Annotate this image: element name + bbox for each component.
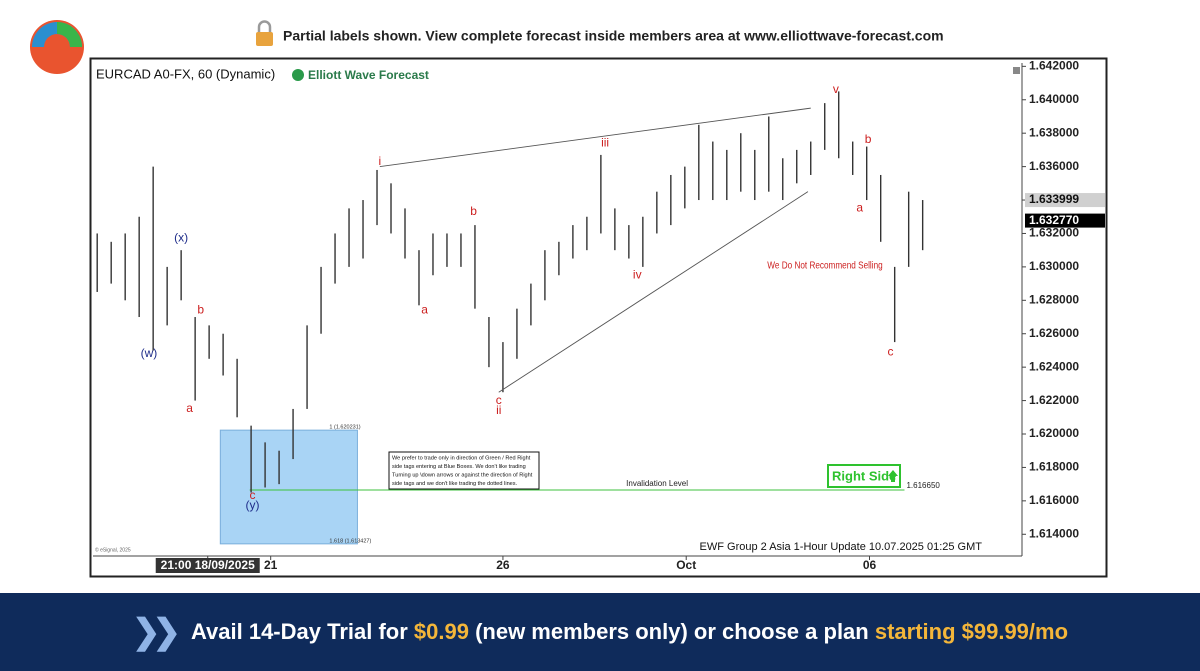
promo-banner: ❯❯ Avail 14-Day Trial for $0.99 (new mem… <box>0 593 1200 671</box>
box-label: 1.618 (1.613427) <box>329 538 371 544</box>
price-tag-label: 1.633999 <box>1029 192 1079 206</box>
y-tick-label: 1.614000 <box>1029 526 1079 540</box>
corner-icon <box>1013 67 1020 74</box>
wave-label: ii <box>496 403 501 417</box>
promo-text: (new members only) or choose a plan <box>468 619 875 644</box>
warning: We Do Not Recommend Selling <box>767 260 882 271</box>
y-tick-label: 1.622000 <box>1029 393 1079 407</box>
copyright: © eSignal, 2025 <box>95 546 131 553</box>
wave-label: a <box>186 401 193 415</box>
y-tick-label: 1.638000 <box>1029 125 1079 139</box>
y-tick-label: 1.642000 <box>1029 59 1079 73</box>
y-tick-label: 1.636000 <box>1029 159 1079 173</box>
wave-label: a <box>856 201 863 215</box>
x-tick-label: 26 <box>496 558 510 572</box>
footer-note: EWF Group 2 Asia 1-Hour Update 10.07.202… <box>700 541 983 553</box>
note-line: Turning up \down arrows or against the d… <box>392 472 533 478</box>
wave-label: (w) <box>141 346 158 360</box>
y-tick-label: 1.632000 <box>1029 226 1079 240</box>
promo-price: $0.99 <box>413 619 469 644</box>
note-line: side tags entering at Blue Boxes. We don… <box>392 464 526 470</box>
y-tick-label: 1.628000 <box>1029 292 1079 306</box>
y-tick-label: 1.626000 <box>1029 326 1079 340</box>
chart-title: EURCAD A0-FX, 60 (Dynamic) <box>96 66 275 81</box>
invalidation-price: 1.616650 <box>906 481 940 490</box>
trendline <box>379 107 811 168</box>
wave-label: v <box>833 82 839 96</box>
wave-label: c <box>249 488 255 502</box>
promo-text: Avail 14-Day Trial for <box>190 619 414 644</box>
y-tick-label: 1.630000 <box>1029 259 1079 273</box>
wave-label: c <box>887 344 893 358</box>
cursor-date-box <box>155 558 260 573</box>
trendline <box>498 191 809 393</box>
y-tick-label: 1.624000 <box>1029 359 1079 373</box>
price-tag-label: 1.632770 <box>1029 213 1079 227</box>
blue-box <box>219 429 358 545</box>
x-tick-label: 21 <box>264 558 278 572</box>
promo-plan[interactable]: starting $99.99/mo <box>874 619 1069 644</box>
lock-icon <box>256 32 273 46</box>
wave-label: b <box>865 132 872 146</box>
y-tick-label: 1.640000 <box>1029 92 1079 106</box>
invalidation-text: Invalidation Level <box>626 479 688 488</box>
right-side-box <box>827 464 901 488</box>
x-tick-label: 06 <box>863 558 877 572</box>
lock-shackle <box>257 20 272 32</box>
wave-label: b <box>470 204 477 218</box>
right-side: Right Side <box>832 468 896 483</box>
logo-part <box>57 22 82 47</box>
wave-label: iv <box>633 267 642 281</box>
wave-label: i <box>378 154 381 168</box>
wave-label: c <box>496 393 502 407</box>
x-tick-label: Oct <box>676 558 696 572</box>
x-tick-label: 21:00 18/09/2025 <box>161 558 255 572</box>
note-line: side tags and we don't like trading the … <box>392 481 518 487</box>
price-tag <box>1025 193 1105 208</box>
notice: Partial labels shown. View complete fore… <box>283 28 944 44</box>
note-line: We prefer to trade only in direction of … <box>392 455 531 461</box>
wave-label: a <box>421 303 428 317</box>
brand: Elliott Wave Forecast <box>308 68 429 82</box>
wave-label: b <box>197 303 204 317</box>
chevron-icon: ❯❯ <box>131 613 181 651</box>
wave-label: (x) <box>174 231 188 245</box>
price-tag <box>1025 213 1105 228</box>
box-label: 1 (1.620231) <box>329 425 360 431</box>
brand-icon <box>292 69 304 81</box>
wave-label: iii <box>601 135 609 149</box>
up-arrow <box>888 470 898 482</box>
chart: Partial labels shown. View complete fore… <box>30 20 1108 578</box>
y-tick-label: 1.618000 <box>1029 460 1079 474</box>
y-tick-label: 1.616000 <box>1029 493 1079 507</box>
note-box <box>388 451 540 490</box>
wave-label: (y) <box>245 498 259 512</box>
y-tick-label: 1.620000 <box>1029 426 1079 440</box>
